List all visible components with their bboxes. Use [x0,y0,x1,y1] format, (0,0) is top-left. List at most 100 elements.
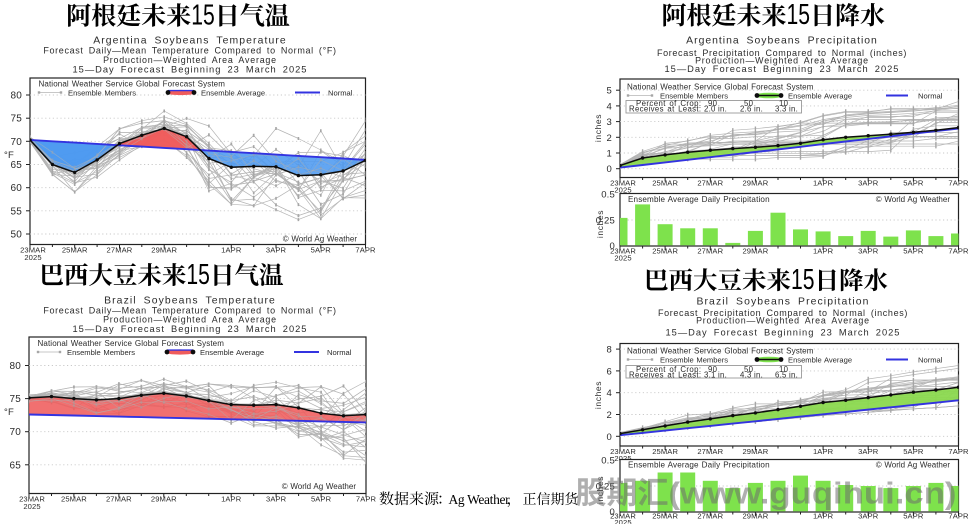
svg-text:Ensemble Members: Ensemble Members [67,348,135,357]
svg-text:23MAR: 23MAR [19,495,45,504]
svg-text:60: 60 [10,183,22,194]
svg-text:2: 2 [607,410,612,421]
svg-text:23MAR: 23MAR [610,447,636,456]
svg-text:National Weather Service Globa: National Weather Service Global Forecast… [627,83,814,92]
svg-text:Ensemble Members: Ensemble Members [660,356,728,365]
svg-text:Forecast Daily—Mean Temperatur: Forecast Daily—Mean Temperature Compared… [43,306,336,316]
svg-text:15—Day Forecast Beginning 23 M: 15—Day Forecast Beginning 23 March 2025 [73,65,308,75]
svg-text:3.1 in.: 3.1 in. [704,370,727,379]
svg-text:65: 65 [9,460,21,471]
svg-text:1APR: 1APR [813,247,834,256]
svg-text:25MAR: 25MAR [652,447,678,456]
svg-text:29MAR: 29MAR [742,447,768,456]
svg-text:°F: °F [4,150,14,161]
svg-text:70: 70 [10,137,22,148]
svg-text:75: 75 [10,114,22,125]
svg-text:29MAR: 29MAR [151,495,177,504]
svg-text:5APR: 5APR [311,246,332,255]
svg-text:3APR: 3APR [858,512,879,521]
svg-text:Ensemble Members: Ensemble Members [68,89,136,98]
svg-text:Production—Weighted Area Avera: Production—Weighted Area Average [103,315,277,325]
svg-text:90: 90 [708,365,718,374]
svg-text:50: 50 [10,229,22,240]
svg-text:7APR: 7APR [356,495,377,504]
svg-text:0.25: 0.25 [596,216,615,227]
svg-text:5APR: 5APR [903,247,924,256]
svg-text:Ensemble Average: Ensemble Average [788,92,852,101]
svg-text:2: 2 [607,133,612,144]
svg-text:Production—Weighted Area Avera: Production—Weighted Area Average [695,56,869,66]
svg-text:0.5: 0.5 [601,456,615,467]
svg-text:27MAR: 27MAR [697,247,723,256]
svg-text:Ensemble Average: Ensemble Average [788,356,852,365]
svg-text:4: 4 [607,101,612,112]
svg-text:6: 6 [607,366,612,377]
svg-text:0: 0 [607,432,612,443]
svg-text:80: 80 [10,91,22,102]
svg-text:3.3 in.: 3.3 in. [775,105,798,114]
svg-text:Normal: Normal [918,356,943,365]
svg-text:25MAR: 25MAR [62,246,88,255]
svg-text:50: 50 [744,365,754,374]
svg-text:Receives at Least:: Receives at Least: [629,105,701,114]
svg-text:Ensemble Average: Ensemble Average [200,348,264,357]
svg-text:Normal: Normal [328,89,353,98]
svg-text:inches: inches [593,381,603,409]
svg-text:29MAR: 29MAR [742,179,768,188]
svg-text:Argentina Soybeans Precipitati: Argentina Soybeans Precipitation [686,36,878,47]
svg-text:2025: 2025 [614,518,631,524]
svg-text:23MAR: 23MAR [610,247,636,256]
svg-text:1APR: 1APR [813,512,834,521]
svg-text:55: 55 [10,206,22,217]
svg-text:2025: 2025 [24,253,41,262]
svg-text:inches: inches [593,114,603,142]
svg-text:15: 15 [191,0,215,32]
svg-text:5APR: 5APR [311,495,332,504]
svg-text:3APR: 3APR [266,495,287,504]
svg-text:27MAR: 27MAR [697,179,723,188]
svg-text:© World Ag Weather: © World Ag Weather [282,482,357,491]
svg-text:1APR: 1APR [813,179,834,188]
svg-text:3APR: 3APR [858,247,879,256]
svg-text:25MAR: 25MAR [652,512,678,521]
svg-text:75: 75 [9,394,21,405]
svg-text:7APR: 7APR [948,179,969,188]
svg-text:Forecast Precipitation Compare: Forecast Precipitation Compared to Norma… [657,48,907,58]
svg-text:Ensemble Average Daily Precipi: Ensemble Average Daily Precipitation [628,461,770,470]
svg-text:0: 0 [610,241,615,252]
svg-text:0: 0 [607,164,612,175]
svg-text:2.0 in.: 2.0 in. [704,105,727,114]
svg-text:4.3 in.: 4.3 in. [740,370,763,379]
svg-text:inches: inches [595,210,605,238]
svg-text:National Weather Service Globa: National Weather Service Global Forecast… [38,339,225,348]
svg-text:65: 65 [10,160,22,171]
svg-text:Ensemble Members: Ensemble Members [660,92,728,101]
svg-text:80: 80 [9,361,21,372]
svg-text:23MAR: 23MAR [610,179,636,188]
svg-text:2025: 2025 [614,186,631,195]
svg-text:5APR: 5APR [903,447,924,456]
svg-text:15: 15 [186,259,210,291]
svg-text:Percent of Crop:: Percent of Crop: [636,99,702,108]
svg-text:© World Ag Weather: © World Ag Weather [876,461,951,470]
svg-text:2025: 2025 [614,254,631,263]
svg-text:5APR: 5APR [903,179,924,188]
svg-text:15—Day Forecast Beginning 23 M: 15—Day Forecast Beginning 23 March 2025 [73,324,308,334]
svg-text:inches: inches [595,476,605,504]
svg-text:Ensemble Average: Ensemble Average [201,89,265,98]
svg-text:Normal: Normal [327,348,352,357]
svg-text:7APR: 7APR [948,512,969,521]
svg-text:3APR: 3APR [858,447,879,456]
svg-text:2025: 2025 [23,502,40,511]
svg-text:Receives at Least:: Receives at Least: [629,370,701,379]
svg-text:© World Ag Weather: © World Ag Weather [876,195,951,204]
svg-text:Forecast Daily—Mean Temperatur: Forecast Daily—Mean Temperature Compared… [43,46,336,56]
svg-text:National Weather Service Globa: National Weather Service Global Forecast… [39,80,226,89]
svg-text:Brazil Soybeans Precipitation: Brazil Soybeans Precipitation [696,297,869,308]
svg-text:15—Day Forecast Beginning 23 M: 15—Day Forecast Beginning 23 March 2025 [666,328,901,338]
svg-text:3APR: 3APR [266,246,287,255]
svg-text:50: 50 [744,99,754,108]
svg-text:Production—Weighted Area Avera: Production—Weighted Area Average [696,316,870,326]
svg-text:1: 1 [607,149,612,160]
svg-text:15—Day Forecast Beginning 23 M: 15—Day Forecast Beginning 23 March 2025 [665,64,900,74]
